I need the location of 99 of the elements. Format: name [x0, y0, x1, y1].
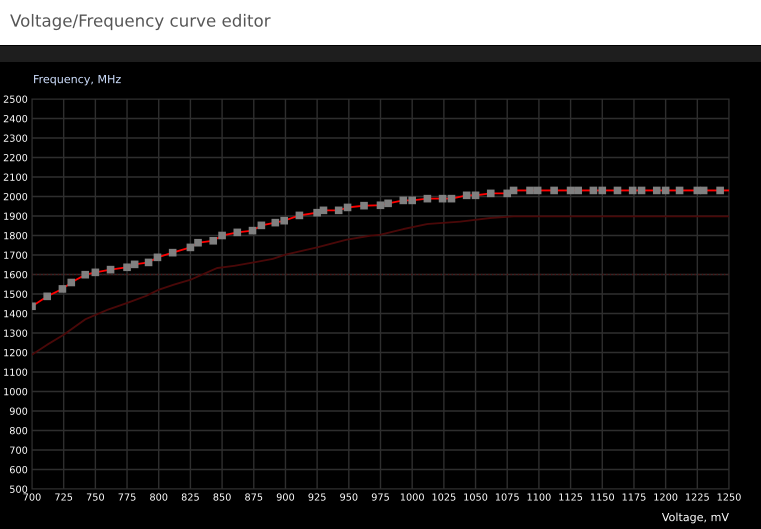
y-tick-label: 1700: [4, 251, 28, 259]
point: [186, 244, 194, 252]
y-tick-label: 900: [10, 407, 28, 415]
point: [272, 218, 280, 226]
point: [590, 186, 598, 194]
point: [194, 238, 202, 247]
x-tick-label: 700: [24, 493, 41, 501]
x-tick-label: 725: [55, 493, 72, 501]
point: [123, 263, 131, 272]
x-tick-label: 900: [276, 493, 294, 501]
point: [566, 186, 574, 194]
x-tick-label: 775: [118, 493, 136, 501]
point: [438, 194, 446, 202]
point: [144, 258, 152, 266]
line-series: [32, 215, 729, 356]
y-tick-label: 1500: [4, 290, 28, 298]
point: [614, 186, 622, 194]
y-tick-label: 2100: [4, 173, 28, 181]
y-tick-label: 2000: [4, 192, 28, 200]
x-tick-label: 1000: [400, 493, 424, 501]
point: [510, 186, 518, 194]
point: [662, 186, 670, 194]
point: [218, 232, 226, 240]
point: [534, 186, 542, 194]
x-tick-label: 1150: [590, 493, 614, 501]
point: [574, 186, 582, 194]
y-tick-label: 600: [10, 466, 28, 474]
point: [700, 186, 708, 194]
point: [526, 186, 534, 194]
x-tick-label: 1175: [622, 493, 646, 501]
x-tick-label: 875: [245, 493, 262, 501]
point: [360, 202, 368, 210]
x-tick-label: 1225: [686, 493, 709, 501]
y-tick-label: 1000: [4, 388, 28, 396]
point: [130, 260, 138, 268]
x-tick-label: 1025: [432, 493, 456, 501]
y-tick-label: 1600: [4, 270, 28, 278]
point: [462, 192, 470, 200]
point: [408, 196, 416, 204]
point: [344, 204, 352, 212]
point: [154, 254, 162, 262]
point: [248, 226, 256, 234]
x-tick-label: 925: [308, 493, 326, 501]
x-axis-title: Voltage, mV: [662, 512, 729, 524]
point: [424, 194, 432, 202]
y-tick-label: 2200: [4, 154, 28, 162]
point: [448, 194, 456, 202]
point: [384, 200, 392, 208]
x-tick-label: 950: [340, 493, 358, 501]
x-tick-label: 825: [182, 493, 199, 501]
point: [472, 192, 480, 200]
point: [209, 236, 218, 245]
x-tick-label: 1100: [528, 493, 551, 501]
y-tick-label: 2500: [4, 95, 28, 103]
x-tick-label: 975: [372, 493, 389, 501]
point: [638, 186, 646, 194]
point: [81, 270, 90, 278]
point: [334, 206, 342, 214]
x-tick-label: 750: [86, 493, 104, 501]
y-tick-label: 2400: [4, 114, 28, 122]
x-tick-label: 1050: [464, 493, 488, 501]
point: [168, 248, 176, 256]
y-tick-label: 800: [10, 426, 28, 434]
point: [233, 228, 242, 236]
point: [486, 190, 495, 198]
point: [652, 186, 661, 194]
point: [320, 206, 328, 214]
point: [106, 266, 114, 274]
point: [92, 268, 100, 276]
y-axis-title: Frequency, MHz: [34, 74, 121, 86]
y-tick-label: 1100: [4, 368, 28, 376]
point: [280, 216, 288, 224]
point: [400, 196, 408, 204]
x-tick-label: 1200: [654, 493, 678, 501]
point: [676, 186, 684, 194]
y-tick-label: 1200: [4, 348, 28, 356]
y-tick-label: 500: [10, 485, 28, 493]
point: [716, 186, 724, 194]
y-tick-label: 1900: [4, 212, 28, 220]
x-tick-label: 1075: [496, 493, 519, 501]
x-tick-label: 1250: [718, 493, 741, 501]
y-tick-label: 2300: [4, 134, 28, 142]
y-tick-label: 1400: [4, 310, 28, 318]
point: [43, 292, 52, 300]
y-tick-label: 1300: [4, 329, 28, 337]
point: [58, 285, 66, 293]
point: [376, 201, 384, 210]
x-tick-label: 850: [213, 493, 231, 501]
y-tick-label: 700: [10, 446, 28, 454]
point: [550, 186, 558, 194]
point: [258, 222, 266, 230]
x-tick-label: 800: [150, 493, 168, 501]
y-tick-label: 1800: [4, 232, 28, 240]
chart-title: Voltage/Frequency curve editor: [10, 14, 271, 30]
point: [296, 212, 304, 220]
point: [67, 278, 76, 286]
point: [628, 186, 636, 194]
point: [598, 186, 606, 194]
x-tick-label: 1125: [559, 493, 582, 501]
